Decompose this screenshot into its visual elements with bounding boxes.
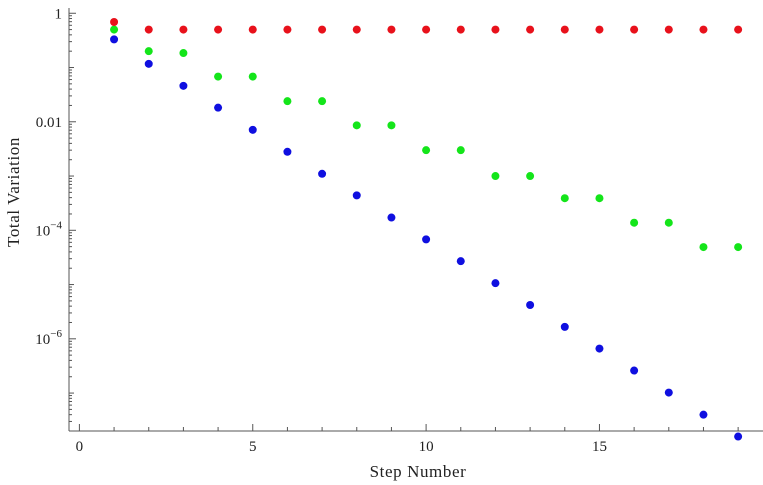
series-green-point (283, 97, 292, 106)
series-red-point (248, 25, 257, 34)
series-blue-point (491, 279, 500, 288)
series-red-point (595, 25, 604, 34)
series-green (110, 25, 743, 252)
y-tick-label: 10−4 (35, 219, 62, 239)
series-red-point (422, 25, 431, 34)
series-blue-point (387, 213, 396, 222)
x-tick-label: 0 (76, 439, 84, 455)
series-green-point (664, 218, 673, 227)
series-layer (110, 18, 743, 441)
series-red-point (283, 25, 292, 34)
series-blue-point (248, 125, 257, 134)
series-red-point (664, 25, 673, 34)
series-green-point (387, 121, 396, 130)
series-red-point (214, 25, 223, 34)
series-green-point (144, 47, 153, 56)
series-blue-point (664, 388, 673, 397)
series-blue-point (144, 59, 153, 68)
y-tick-label-base: 10 (35, 332, 50, 348)
y-axis-title: Total Variation (4, 137, 23, 247)
series-blue-point (560, 322, 569, 331)
series-green-point (179, 49, 188, 58)
x-tick-label: 5 (249, 439, 257, 455)
series-red-point (560, 25, 569, 34)
series-green-point (630, 218, 639, 227)
series-blue-point (352, 191, 361, 200)
series-red-point (526, 25, 535, 34)
y-tick-label-exp: −4 (50, 219, 62, 231)
y-tick-label: 0.01 (36, 115, 62, 131)
series-red-point (110, 18, 119, 27)
series-green-point (456, 146, 465, 155)
series-blue-point (179, 81, 188, 90)
series-red-point (387, 25, 396, 34)
series-red-point (144, 25, 153, 34)
series-blue-point (699, 410, 708, 419)
y-tick-label-base: 0.01 (36, 115, 62, 131)
x-tick-label: 10 (419, 439, 434, 455)
series-green-point (491, 172, 500, 181)
series-red-point (352, 25, 361, 34)
y-tick-label: 10−6 (35, 328, 62, 348)
series-red-point (734, 25, 743, 34)
series-green-point (526, 172, 535, 181)
y-tick-label: 1 (55, 6, 63, 22)
series-red (110, 18, 743, 34)
series-green-point (699, 243, 708, 252)
series-green-point (110, 25, 119, 34)
series-green-point (595, 194, 604, 203)
x-tick-label: 15 (592, 439, 607, 455)
series-green-point (248, 72, 257, 81)
series-red-point (491, 25, 500, 34)
y-tick-label-base: 1 (55, 6, 63, 22)
series-blue-point (595, 344, 604, 353)
series-blue-point (456, 257, 465, 266)
series-red-point (456, 25, 465, 34)
series-green-point (422, 146, 431, 155)
x-axis-title: Step Number (370, 462, 467, 481)
x-ticks: 0 5 10 15 (76, 424, 739, 455)
series-blue-point (630, 366, 639, 375)
series-blue-point (526, 300, 535, 309)
series-green-point (352, 121, 361, 130)
series-blue-point (283, 147, 292, 156)
y-tick-label-base: 10 (35, 223, 50, 239)
series-blue-point (214, 103, 223, 112)
series-red-point (630, 25, 639, 34)
series-blue-point (734, 432, 743, 441)
series-blue-point (422, 235, 431, 244)
series-green-point (318, 97, 327, 106)
series-green-point (214, 72, 223, 81)
series-green-point (560, 194, 569, 203)
series-red-point (318, 25, 327, 34)
series-red-point (699, 25, 708, 34)
series-red-point (179, 25, 188, 34)
y-tick-label-exp: −6 (50, 328, 62, 340)
series-blue (110, 35, 743, 441)
series-blue-point (110, 35, 119, 44)
series-blue-point (318, 169, 327, 178)
series-green-point (734, 243, 743, 252)
